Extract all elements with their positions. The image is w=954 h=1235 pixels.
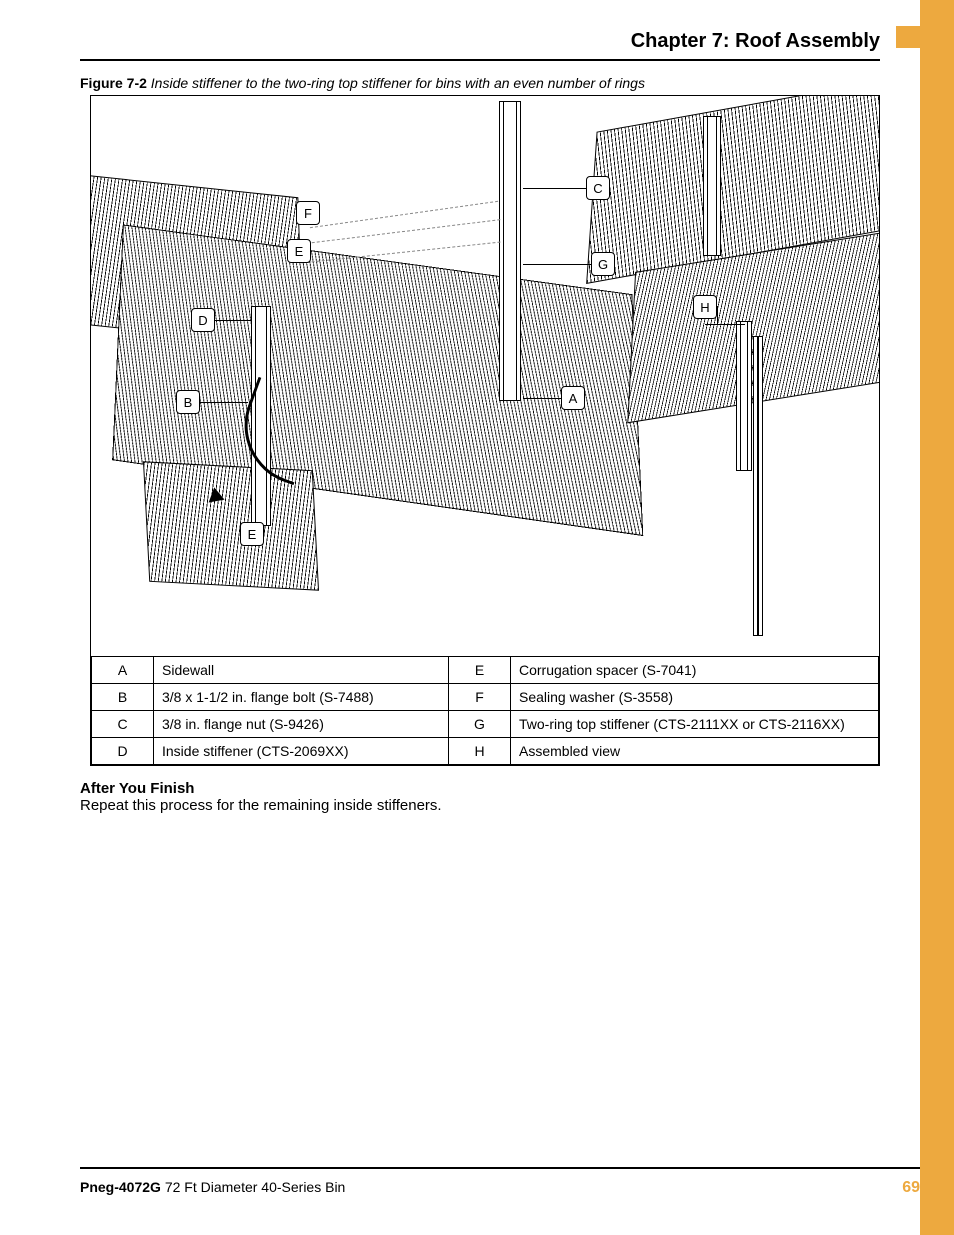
callout-H: H xyxy=(693,295,717,319)
legend-desc: Sidewall xyxy=(154,657,449,684)
callout-C: C xyxy=(586,176,610,200)
chapter-title: Chapter 7: Roof Assembly xyxy=(80,30,880,53)
legend-letter: G xyxy=(449,711,511,738)
legend-table: A Sidewall E Corrugation spacer (S-7041)… xyxy=(91,656,879,765)
assembled-stiffener xyxy=(753,336,763,636)
leader-line xyxy=(717,306,718,324)
legend-letter: C xyxy=(92,711,154,738)
footer-rule xyxy=(80,1167,920,1169)
legend-desc: Two-ring top stiffener (CTS-2111XX or CT… xyxy=(511,711,879,738)
callout-E: E xyxy=(287,239,311,263)
leader-line xyxy=(200,402,248,403)
callout-B: B xyxy=(176,390,200,414)
table-row: A Sidewall E Corrugation spacer (S-7041) xyxy=(92,657,879,684)
leader-line xyxy=(523,398,561,399)
figure-label: Figure 7-2 xyxy=(80,75,147,91)
legend-letter: B xyxy=(92,684,154,711)
callout-label: G xyxy=(598,257,608,272)
callout-label: B xyxy=(184,395,193,410)
after-you-finish: After You Finish Repeat this process for… xyxy=(80,780,880,814)
figure-caption: Figure 7-2 Inside stiffener to the two-r… xyxy=(80,75,880,91)
legend-desc: Corrugation spacer (S-7041) xyxy=(511,657,879,684)
diagram: A B C D E E F G H xyxy=(91,96,879,656)
callout-F: F xyxy=(296,201,320,225)
legend-desc: Inside stiffener (CTS-2069XX) xyxy=(154,738,449,765)
doc-id-bold: Pneg-4072G xyxy=(80,1179,161,1195)
leader-line xyxy=(523,188,587,189)
legend-letter: D xyxy=(92,738,154,765)
table-row: D Inside stiffener (CTS-2069XX) H Assemb… xyxy=(92,738,879,765)
figure-box: A B C D E E F G H A Sidewall E Corrugati… xyxy=(90,95,880,766)
table-row: C 3/8 in. flange nut (S-9426) G Two-ring… xyxy=(92,711,879,738)
legend-desc: Assembled view xyxy=(511,738,879,765)
header-rule xyxy=(80,59,880,61)
doc-id-rest: 72 Ft Diameter 40-Series Bin xyxy=(161,1179,345,1195)
side-accent-tab xyxy=(896,26,920,48)
callout-label: A xyxy=(569,391,578,406)
legend-desc: Sealing washer (S-3558) xyxy=(511,684,879,711)
figure-caption-text: Inside stiffener to the two-ring top sti… xyxy=(151,75,645,91)
legend-letter: F xyxy=(449,684,511,711)
legend-letter: E xyxy=(449,657,511,684)
callout-label: H xyxy=(700,300,709,315)
after-text: Repeat this process for the remaining in… xyxy=(80,797,442,814)
after-heading: After You Finish xyxy=(80,780,194,797)
callout-D: D xyxy=(191,308,215,332)
table-row: B 3/8 x 1-1/2 in. flange bolt (S-7488) F… xyxy=(92,684,879,711)
assembled-stiffener xyxy=(703,116,721,256)
callout-label: D xyxy=(198,313,207,328)
doc-id: Pneg-4072G 72 Ft Diameter 40-Series Bin xyxy=(80,1179,345,1195)
side-accent-bar xyxy=(920,0,954,1235)
callout-label: E xyxy=(248,527,257,542)
footer-line: Pneg-4072G 72 Ft Diameter 40-Series Bin … xyxy=(80,1179,920,1197)
callout-label: F xyxy=(304,206,312,221)
callout-label: E xyxy=(295,244,304,259)
legend-desc: 3/8 in. flange nut (S-9426) xyxy=(154,711,449,738)
legend-letter: A xyxy=(92,657,154,684)
assembled-stiffener xyxy=(736,321,752,471)
callout-A: A xyxy=(561,386,585,410)
page-footer: Pneg-4072G 72 Ft Diameter 40-Series Bin … xyxy=(80,1167,920,1197)
two-ring-top-stiffener xyxy=(499,101,521,401)
legend-letter: H xyxy=(449,738,511,765)
page-number: 69 xyxy=(902,1179,920,1197)
leader-line xyxy=(310,201,498,228)
callout-label: C xyxy=(593,181,602,196)
callout-E-detail: E xyxy=(240,522,264,546)
legend-desc: 3/8 x 1-1/2 in. flange bolt (S-7488) xyxy=(154,684,449,711)
leader-line xyxy=(705,324,745,325)
leader-line xyxy=(215,320,251,321)
page-content: Chapter 7: Roof Assembly Figure 7-2 Insi… xyxy=(80,30,880,814)
leader-line xyxy=(523,264,591,265)
callout-G: G xyxy=(591,252,615,276)
